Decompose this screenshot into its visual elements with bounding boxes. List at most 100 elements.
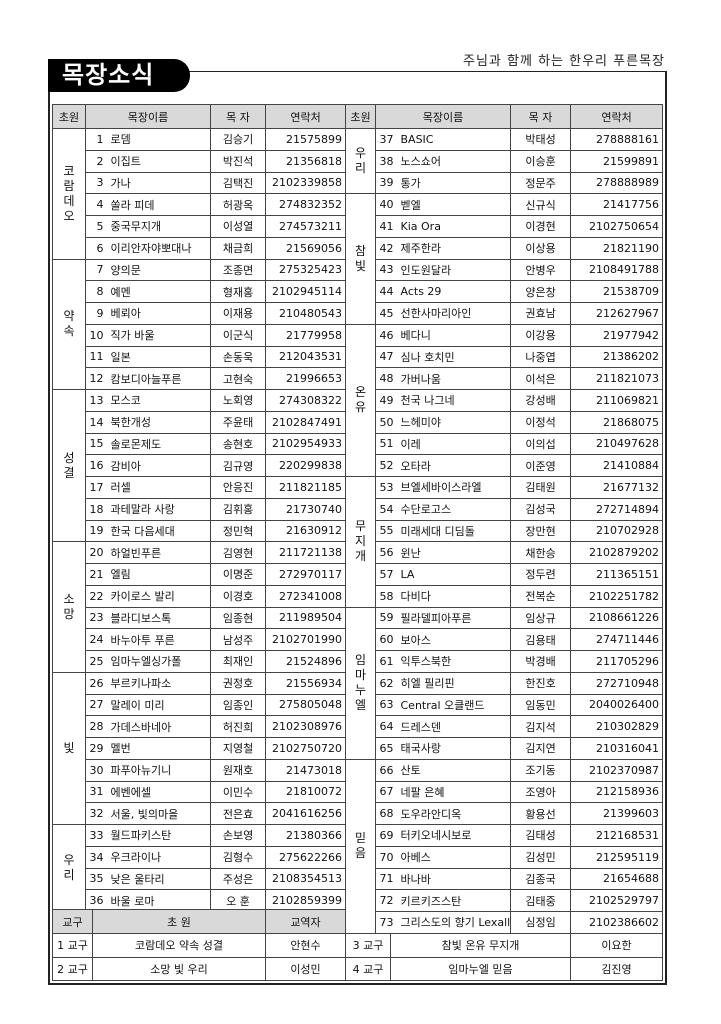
- group-number: 30: [85, 758, 108, 782]
- page-title: 목장소식: [48, 59, 190, 92]
- group-phone: 210302829: [570, 715, 664, 738]
- group-leader: 김승기: [210, 128, 267, 151]
- group-phone: 21599891: [570, 149, 664, 173]
- table-row: 21 엘림 이명준 272970117: [53, 563, 347, 586]
- group-phone: 211821185: [265, 476, 347, 499]
- group-phone: 21821190: [570, 236, 664, 260]
- group-name: 브엘세바이스라엘: [397, 476, 512, 499]
- group-name: 이집트: [107, 149, 212, 173]
- group-leader: 김태성: [510, 824, 572, 847]
- group-number: 10: [85, 323, 108, 347]
- group-phone: 2102847491: [265, 410, 347, 434]
- group-phone: 2102954933: [265, 432, 347, 456]
- group-leader: 주성은: [210, 867, 267, 891]
- table-row: 27 말레이 미리 임종인 275805048: [53, 693, 347, 717]
- group-name: 다비다: [397, 584, 512, 608]
- group-leader: 김종국: [510, 867, 572, 891]
- header-phone: 연락처: [265, 104, 347, 129]
- group-number: 2: [85, 149, 108, 173]
- table-row: 63 Central 오클랜드 임동민 2040026400: [346, 693, 664, 717]
- group-name: 캄보디아늘푸른: [107, 367, 212, 390]
- group-leader: 이정석: [510, 410, 572, 434]
- group-name: 중국무지개: [107, 215, 212, 238]
- table-row: 52 오타라 이준영 21410884: [346, 454, 664, 477]
- group-name: 천국 나그네: [397, 389, 512, 412]
- group-name: 느헤미야: [397, 410, 512, 434]
- group-leader: 나중엽: [510, 345, 572, 369]
- group-leader: 권정호: [210, 671, 267, 695]
- group-phone: 211989504: [265, 606, 347, 630]
- group-name: 미래세대 디딤돌: [397, 519, 512, 543]
- group-name: 베다니: [397, 323, 512, 347]
- district-name: 1 교구: [52, 933, 93, 958]
- group-leader: 김성국: [510, 497, 572, 521]
- group-phone: 21410884: [570, 454, 664, 477]
- group-name: 벧엘: [397, 193, 512, 216]
- district-pastor: 안현수: [265, 933, 346, 958]
- group-phone: 21524896: [265, 650, 347, 673]
- group-phone: 2108354513: [265, 867, 347, 891]
- table-row: 61 익투스북한 박경배 211705296: [346, 650, 664, 673]
- group-phone: 275325423: [265, 258, 347, 282]
- group-phone: 210480543: [265, 302, 347, 325]
- group-phone: 2102251782: [570, 584, 664, 608]
- table-row: 16 감비아 김규영 220299838: [53, 454, 347, 477]
- group-number: 25: [85, 650, 108, 673]
- table-row: 29 멜번 지영철 2102750720: [53, 737, 347, 760]
- table-row: 약속 7 양의문 조종면 275325423: [52, 258, 347, 390]
- header-name: 목장이름: [374, 104, 512, 129]
- group-phone: 210497628: [570, 432, 664, 456]
- group-leader: 박태성: [510, 128, 572, 151]
- table-row: 68 도우라안디옥 황용선 21399603: [346, 802, 664, 825]
- group-leader: 이승훈: [510, 149, 572, 173]
- group-name: 에벤에셀: [107, 780, 212, 804]
- group-number: 54: [375, 497, 398, 521]
- group-leader: 조종면: [210, 258, 267, 282]
- group-number: 23: [85, 606, 108, 630]
- group-number: 14: [85, 410, 108, 434]
- group-leader: 최재인: [210, 650, 267, 673]
- group-leader: 원재호: [210, 758, 267, 782]
- group-phone: 2102879202: [570, 541, 664, 564]
- table-row: 71 바나바 김종국 21654688: [346, 867, 664, 891]
- group-number: 35: [85, 867, 108, 891]
- group-name: 러셀: [107, 476, 212, 499]
- group-name: Kia Ora: [397, 215, 512, 238]
- table-row: 31 에벤에셀 이민수 21810072: [53, 780, 347, 804]
- group-number: 61: [375, 650, 398, 673]
- group-phone: 211365151: [570, 563, 664, 586]
- table-row: 50 느헤미야 이정석 21868075: [346, 410, 664, 434]
- group-number: 18: [85, 497, 108, 521]
- group-leader: 임종현: [210, 606, 267, 630]
- group-phone: 2102945114: [265, 280, 347, 303]
- group-name: 쏠라 피데: [107, 193, 212, 216]
- group-name: 멜번: [107, 737, 212, 760]
- group-phone: 212043531: [265, 345, 347, 369]
- group-number: 20: [85, 541, 108, 564]
- group-leader: 김성민: [510, 845, 572, 869]
- table-row: 우리 37 BASIC 박태성 278888161: [345, 127, 664, 195]
- group-leader: 김태원: [510, 476, 572, 499]
- header-phone: 연락처: [570, 104, 664, 129]
- group-phone: 272341008: [265, 584, 347, 608]
- group-number: 53: [375, 476, 398, 499]
- group-number: 65: [375, 737, 398, 760]
- group-name: 필라델피아푸른: [397, 606, 512, 630]
- group-phone: 21996653: [265, 367, 347, 390]
- group-number: 60: [375, 628, 398, 651]
- table-row: 70 아베스 김성민 212595119: [346, 845, 664, 869]
- group-phone: 275622266: [265, 845, 347, 869]
- group-name: 인도원달라: [397, 258, 512, 282]
- group-phone: 2102859399: [265, 889, 347, 912]
- group-leader: 임종인: [210, 693, 267, 717]
- district-pastor: 이요한: [570, 933, 663, 958]
- table-header: 초원 목장이름 목 자 연락처: [345, 104, 664, 129]
- group-number: 28: [85, 715, 108, 738]
- group-number: 5: [85, 215, 108, 238]
- table-row: 69 터키오네시보로 김태성 212168531: [346, 824, 664, 847]
- group-number: 16: [85, 454, 108, 477]
- group-name: Central 오클랜드: [397, 693, 512, 717]
- group-cell: 코람데오: [52, 128, 86, 260]
- group-phone: 2102370987: [570, 758, 664, 782]
- group-name: 심나 호치민: [397, 345, 512, 369]
